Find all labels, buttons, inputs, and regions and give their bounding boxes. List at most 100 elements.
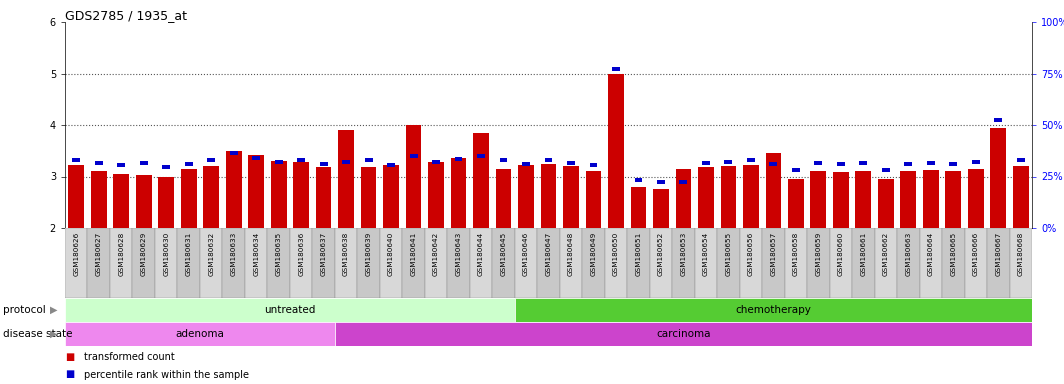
Bar [515, 298, 1032, 322]
Bar [110, 228, 132, 298]
Bar [365, 158, 372, 162]
Text: GSM180654: GSM180654 [703, 232, 709, 276]
Text: GSM180647: GSM180647 [546, 232, 551, 276]
Bar [949, 162, 958, 166]
Bar [922, 170, 938, 228]
Bar [656, 180, 665, 184]
Bar [567, 161, 575, 165]
Bar [405, 125, 421, 228]
Bar [207, 158, 215, 162]
Text: GSM180627: GSM180627 [96, 232, 102, 276]
Bar [275, 159, 283, 164]
Text: GSM180629: GSM180629 [140, 232, 147, 276]
Bar [338, 130, 354, 228]
Text: ■: ■ [65, 369, 74, 379]
Bar [1013, 166, 1029, 228]
Bar [808, 228, 830, 298]
Text: adenoma: adenoma [176, 329, 225, 339]
Bar [163, 165, 170, 169]
Bar [181, 169, 197, 228]
Bar [252, 156, 260, 160]
Bar [383, 165, 399, 228]
Text: transformed count: transformed count [84, 352, 174, 362]
Text: GSM180640: GSM180640 [388, 232, 394, 276]
Text: GSM180630: GSM180630 [163, 232, 169, 276]
Bar [410, 154, 417, 159]
Text: GSM180633: GSM180633 [231, 232, 236, 276]
Bar [402, 228, 425, 298]
Bar [477, 154, 485, 159]
Bar [585, 171, 601, 228]
Bar [248, 155, 264, 228]
Bar [203, 166, 219, 228]
Bar [297, 158, 305, 162]
Bar [432, 159, 440, 164]
Bar [270, 161, 286, 228]
Bar [335, 228, 358, 298]
Bar [946, 171, 961, 228]
Text: GSM180632: GSM180632 [209, 232, 214, 276]
Text: GSM180648: GSM180648 [568, 232, 573, 276]
Bar [765, 153, 781, 228]
Text: GSM180665: GSM180665 [950, 232, 957, 276]
Bar [560, 228, 582, 298]
Text: GSM180636: GSM180636 [298, 232, 304, 276]
Text: GSM180634: GSM180634 [253, 232, 260, 276]
Bar [882, 168, 890, 172]
Bar [185, 162, 193, 166]
Bar [698, 167, 714, 228]
Text: protocol: protocol [3, 305, 46, 315]
Bar [833, 172, 849, 228]
Bar [65, 298, 515, 322]
Bar [473, 133, 488, 228]
Text: GSM180626: GSM180626 [73, 232, 79, 276]
Text: GSM180668: GSM180668 [1018, 232, 1024, 276]
Bar [522, 162, 530, 166]
Bar [627, 228, 650, 298]
Bar [451, 159, 466, 228]
Text: GSM180637: GSM180637 [320, 232, 327, 276]
Bar [425, 228, 447, 298]
Bar [515, 228, 537, 298]
Bar [860, 161, 867, 165]
Text: GSM180659: GSM180659 [815, 232, 821, 276]
Text: carcinoma: carcinoma [656, 329, 711, 339]
Bar [545, 158, 552, 162]
Bar [1010, 228, 1032, 298]
Text: GSM180642: GSM180642 [433, 232, 439, 276]
Text: ▶: ▶ [50, 329, 57, 339]
Bar [695, 228, 717, 298]
Bar [739, 228, 762, 298]
Bar [725, 159, 732, 164]
Text: GSM180643: GSM180643 [455, 232, 462, 276]
Bar [226, 151, 242, 228]
Bar [987, 228, 1010, 298]
Text: GSM180663: GSM180663 [905, 232, 911, 276]
Bar [132, 228, 155, 298]
Text: GSM180641: GSM180641 [411, 232, 417, 276]
Text: GSM180666: GSM180666 [972, 232, 979, 276]
Text: GSM180661: GSM180661 [861, 232, 866, 276]
Bar [814, 161, 822, 165]
Bar [72, 158, 80, 162]
Text: ■: ■ [65, 352, 74, 362]
Bar [90, 171, 106, 228]
Bar [971, 159, 980, 164]
Bar [631, 187, 646, 228]
Bar [493, 228, 515, 298]
Bar [470, 228, 493, 298]
Bar [604, 228, 627, 298]
Text: percentile rank within the sample: percentile rank within the sample [84, 369, 249, 379]
Text: untreated: untreated [264, 305, 316, 315]
Bar [811, 171, 827, 228]
Bar [830, 228, 852, 298]
Text: GSM180660: GSM180660 [837, 232, 844, 276]
Bar [653, 189, 669, 228]
Bar [87, 228, 110, 298]
Bar [537, 228, 560, 298]
Text: GSM180638: GSM180638 [343, 232, 349, 276]
Text: GSM180628: GSM180628 [118, 232, 124, 276]
Bar [178, 228, 200, 298]
Bar [496, 169, 512, 228]
Bar [518, 165, 534, 228]
